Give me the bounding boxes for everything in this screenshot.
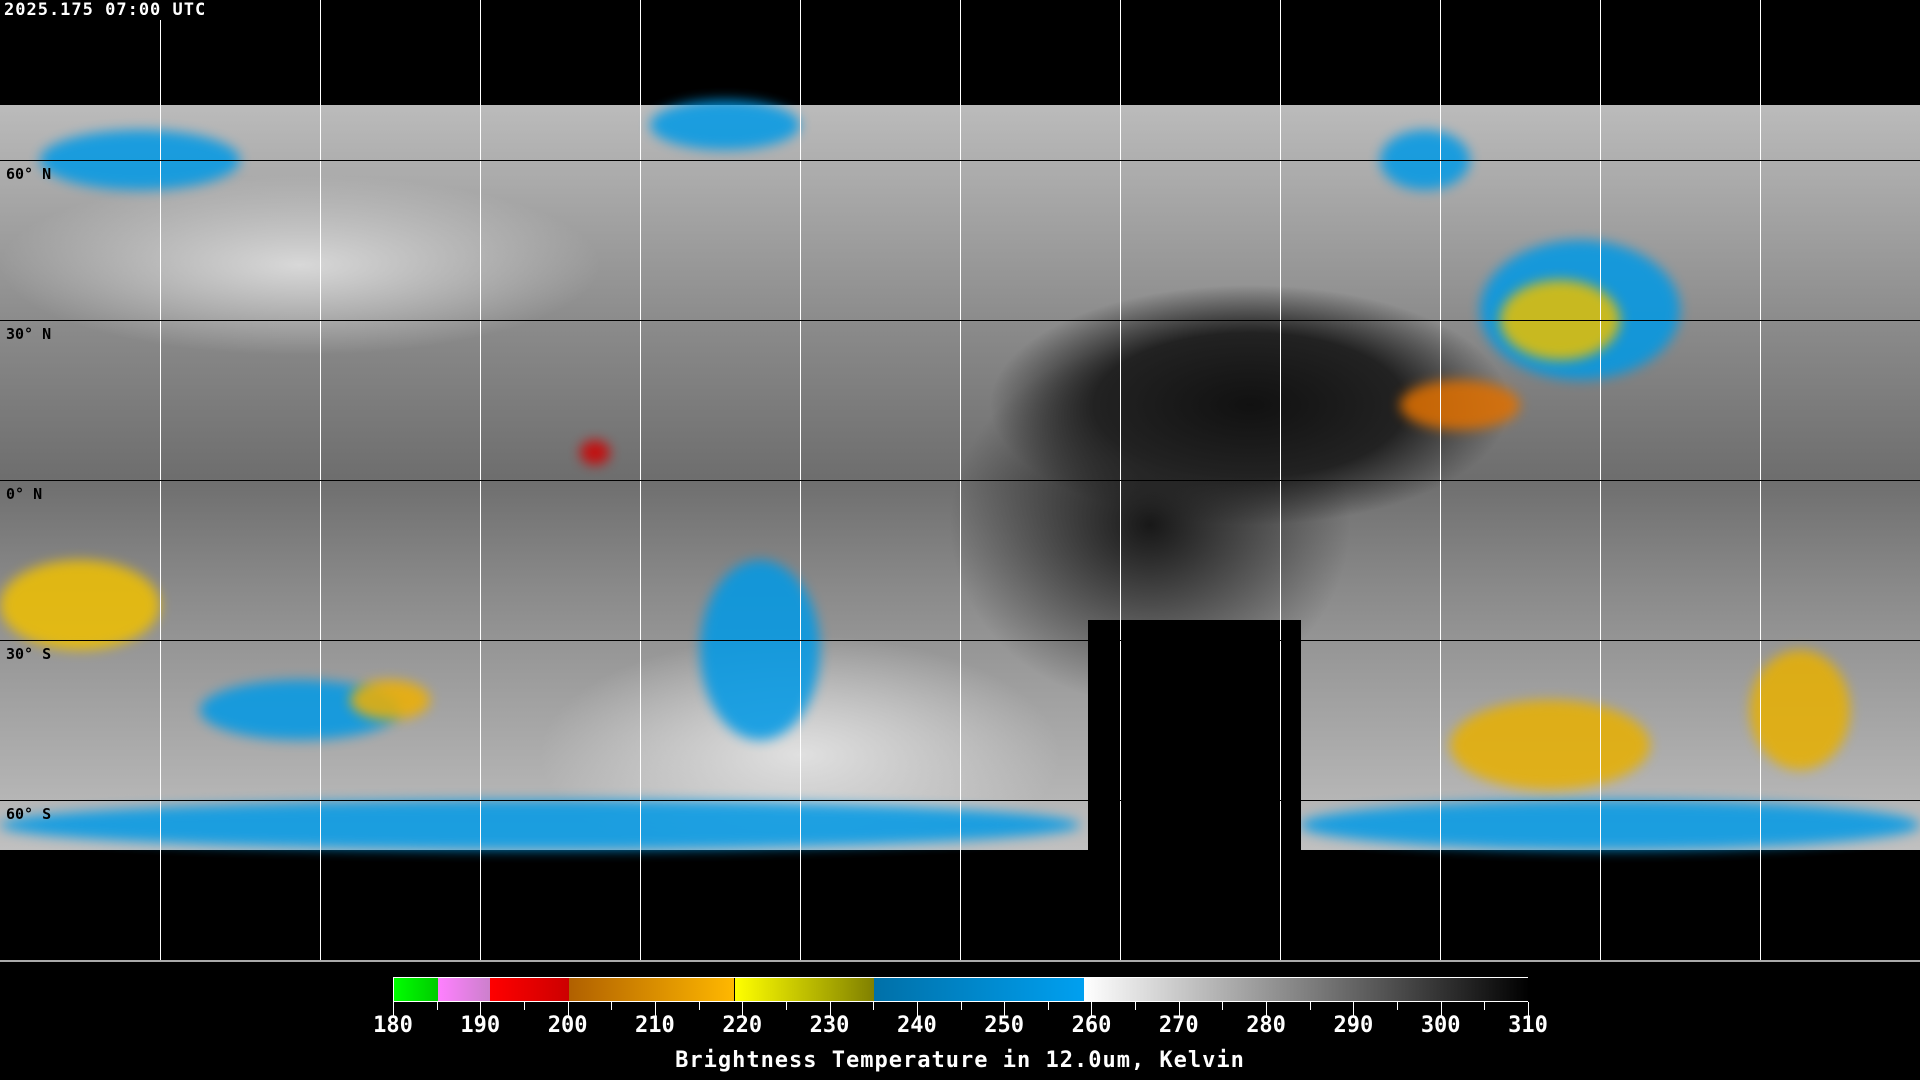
colorbar-tick-label: 310 (1508, 1013, 1548, 1038)
latitude-line (0, 480, 1920, 481)
colorbar-tick (523, 1002, 525, 1010)
cloud-blob (1750, 650, 1850, 770)
colorbar-tick (1266, 1002, 1268, 1016)
colorbar-tick-label: 270 (1158, 1013, 1199, 1038)
colorbar-tick (916, 1002, 918, 1016)
colorbar-title: Brightness Temperature in 12.0um, Kelvin (675, 1048, 1245, 1073)
colorbar-tick-label: 260 (1071, 1013, 1112, 1038)
colorbar-tick (1004, 1002, 1006, 1016)
lat-label-0n: 0° N (6, 485, 43, 503)
colorbar-tick (1353, 1002, 1355, 1016)
colorbar-tick (785, 1002, 787, 1010)
colorbar-tick (960, 1002, 962, 1010)
colorbar-tick (698, 1002, 700, 1010)
lat-label-60s: 60° S (6, 805, 52, 823)
colorbar-tick (567, 1002, 569, 1016)
colorbar-segment (490, 978, 569, 1001)
colorbar-tick (1135, 1002, 1137, 1010)
cloud-blob (650, 100, 800, 150)
lat-label-30s: 30° S (6, 645, 52, 663)
colorbar-tick (1091, 1002, 1093, 1016)
colorbar-tick (611, 1002, 613, 1010)
latitude-line (0, 160, 1920, 161)
colorbar-segment (568, 978, 735, 1001)
colorbar-tick (1440, 1002, 1442, 1016)
colorbar-segment (734, 978, 875, 1001)
colorbar-tick (436, 1002, 438, 1010)
cloud-blob (0, 560, 160, 650)
lat-label-30n: 30° N (6, 325, 52, 343)
latitude-line (0, 320, 1920, 321)
cloud-blob (0, 800, 1080, 850)
colorbar-segment (1083, 978, 1529, 1001)
colorbar-tick (393, 1002, 394, 1016)
colorbar-tick-label: 220 (722, 1013, 763, 1038)
colorbar-tick (1047, 1002, 1049, 1010)
colorbar-tick (1484, 1002, 1486, 1010)
colorbar-tick (873, 1002, 875, 1010)
colorbar-tick (480, 1002, 482, 1016)
colorbar (393, 977, 1529, 1002)
colorbar-tick-label: 250 (984, 1013, 1025, 1038)
colorbar-segment (437, 978, 491, 1001)
cloud-blob (580, 440, 610, 465)
colorbar-tick (829, 1002, 831, 1016)
colorbar-segment (394, 978, 438, 1001)
timestamp: 2025.175 07:00 UTC (2, 0, 209, 20)
colorbar-tick-label: 280 (1246, 1013, 1286, 1038)
colorbar-tick (1397, 1002, 1399, 1010)
colorbar-tick-label: 230 (809, 1013, 850, 1038)
colorbar-tick (654, 1002, 656, 1016)
colorbar-tick (1309, 1002, 1311, 1010)
colorbar-tick-label: 300 (1420, 1013, 1461, 1038)
colorbar-tick-label: 200 (547, 1013, 588, 1038)
colorbar-tick (1528, 1002, 1529, 1016)
colorbar-tick-label: 290 (1333, 1013, 1374, 1038)
cloud-blob (1400, 380, 1520, 430)
colorbar-tick-label: 180 (373, 1013, 413, 1038)
cloud-blob (350, 680, 430, 720)
lat-label-60n: 60° N (6, 165, 52, 183)
colorbar-tick (1178, 1002, 1180, 1016)
satellite-map: 60° N 30° N 0° N 30° S 60° S 2025.175 07… (0, 0, 1920, 962)
colorbar-tick-label: 210 (635, 1013, 675, 1038)
colorbar-tick-label: 240 (896, 1013, 937, 1038)
colorbar-segment (874, 978, 1084, 1001)
colorbar-tick (1222, 1002, 1224, 1010)
latitude-line (0, 640, 1920, 641)
latitude-line (0, 800, 1920, 801)
colorbar-tick (742, 1002, 744, 1016)
cloud-blob (1450, 700, 1650, 790)
missing-data-region (1088, 620, 1301, 960)
cloud-blob (700, 560, 820, 740)
cloud-blob (1300, 800, 1920, 850)
colorbar-tick-label: 190 (460, 1013, 501, 1038)
